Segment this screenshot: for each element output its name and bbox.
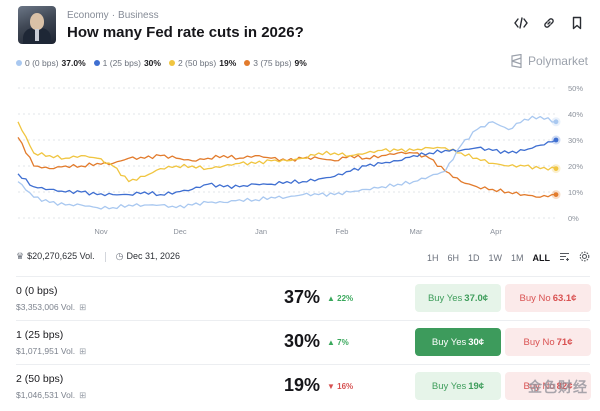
series-line-3 bbox=[17, 137, 556, 198]
legend-label: 2 (50 bps) bbox=[177, 58, 217, 68]
legend-value: 19% bbox=[219, 58, 237, 68]
y-tick-label: 20% bbox=[568, 162, 583, 171]
polymarket-icon bbox=[511, 54, 522, 68]
market-header: Economy · Business How many Fed rate cuts … bbox=[16, 6, 586, 46]
chart-end-markers bbox=[551, 117, 561, 200]
range-1w[interactable]: 1W bbox=[488, 252, 502, 263]
x-tick-label: Jan bbox=[255, 227, 267, 236]
outcome-volume: $3,353,006 Vol. bbox=[16, 302, 76, 312]
x-tick-label: Nov bbox=[94, 227, 108, 236]
divider bbox=[104, 251, 106, 262]
chart-series bbox=[17, 115, 557, 210]
legend-value: 30% bbox=[143, 58, 161, 68]
legend-label: 0 (0 bps) bbox=[25, 58, 59, 68]
legend-swatch bbox=[16, 60, 22, 66]
link-icon[interactable] bbox=[542, 16, 556, 30]
chart-legend: 0 (0 bps) 37.0% 1 (25 bps) 30% 2 (50 bps) 1… bbox=[16, 58, 307, 68]
legend-label: 3 (75 bps) bbox=[253, 58, 292, 68]
market-stats: ♛ $20,270,625 Vol. ◷ Dec 31, 2026 bbox=[16, 251, 180, 262]
series-end-point-3 bbox=[553, 192, 559, 197]
clock-icon: ◷ bbox=[115, 251, 124, 261]
price-history-chart: 0% 10% 20% 30% 40% 50% Nov Dec Jan Feb Mar Apr bbox=[17, 84, 583, 236]
series-line-0 bbox=[17, 115, 557, 210]
series-line-1 bbox=[17, 139, 557, 197]
brand-name: Polymarket bbox=[527, 54, 588, 68]
legend-swatch bbox=[93, 60, 100, 66]
outcome-volume: $1,071,951 Vol. bbox=[16, 346, 76, 356]
outcome-name: 2 (50 bps) bbox=[16, 373, 64, 385]
breadcrumb-economy[interactable]: Economy bbox=[67, 10, 109, 21]
y-tick-label: 30% bbox=[568, 136, 583, 145]
buy-no-button[interactable]: Buy No 63.1¢ bbox=[505, 284, 591, 312]
legend-value: 37.0% bbox=[61, 58, 86, 68]
probability-change: ▲ 7% bbox=[327, 338, 349, 347]
buy-no-button[interactable]: Buy No 82¢ bbox=[505, 372, 591, 400]
breadcrumb-business[interactable]: Business bbox=[118, 10, 159, 21]
outcome-probability: 30% bbox=[284, 331, 321, 351]
buy-yes-button[interactable]: Buy Yes 30¢ bbox=[415, 328, 501, 356]
range-6h[interactable]: 6H bbox=[447, 252, 459, 263]
breadcrumb: Economy · Business bbox=[67, 10, 159, 21]
outcome-row[interactable]: 0 (0 bps) $3,353,006 Vol. ⊞ 37% ▲ 22% Buy… bbox=[16, 276, 591, 320]
series-end-point-0 bbox=[553, 119, 559, 125]
legend-swatch bbox=[244, 60, 251, 66]
time-range-selector: 1H 6H 1D 1W 1M ALL bbox=[427, 251, 590, 264]
buy-no-button[interactable]: Buy No 71¢ bbox=[505, 328, 591, 356]
page-title: How many Fed rate cuts in 2026? bbox=[67, 24, 304, 41]
x-tick-label: Feb bbox=[336, 227, 349, 236]
x-tick-label: Apr bbox=[490, 227, 502, 236]
outcome-volume: $1,046,531 Vol. bbox=[16, 390, 76, 400]
outcome-row[interactable]: 1 (25 bps) $1,071,951 Vol. ⊞ 30% ▲ 7% Buy… bbox=[16, 320, 591, 364]
buy-yes-button[interactable]: Buy Yes 37.0¢ bbox=[415, 284, 501, 312]
chart-grid bbox=[18, 87, 556, 219]
bookmark-icon[interactable] bbox=[570, 16, 584, 30]
gift-icon: ⊞ bbox=[79, 346, 87, 356]
settings-gear-icon[interactable] bbox=[579, 251, 590, 264]
range-1m[interactable]: 1M bbox=[510, 252, 524, 263]
probability-change: ▲ 22% bbox=[327, 294, 354, 303]
polymarket-logo: Polymarket bbox=[510, 54, 588, 68]
range-all[interactable]: ALL bbox=[532, 252, 551, 263]
legend-item-2: 2 (50 bps) 19% bbox=[168, 58, 237, 68]
outcome-probability: 37% bbox=[284, 287, 321, 307]
legend-item-1: 1 (25 bps) 30% bbox=[93, 58, 161, 68]
probability-change: ▼ 16% bbox=[327, 382, 354, 391]
watermark: 金色财经 bbox=[528, 379, 588, 395]
y-tick-label: 0% bbox=[568, 214, 579, 223]
y-tick-label: 40% bbox=[568, 110, 583, 119]
y-tick-label: 50% bbox=[568, 84, 583, 93]
outcome-probability: 19% bbox=[284, 375, 321, 395]
total-volume: $20,270,625 Vol. bbox=[27, 251, 95, 261]
x-tick-label: Dec bbox=[173, 227, 187, 236]
legend-value: 9% bbox=[294, 58, 307, 68]
trophy-icon: ♛ bbox=[16, 251, 25, 261]
series-end-point-1 bbox=[553, 137, 559, 143]
series-line-2 bbox=[17, 121, 557, 183]
filter-icon[interactable] bbox=[559, 251, 570, 264]
legend-item-3: 3 (75 bps) 9% bbox=[244, 58, 307, 68]
y-tick-label: 10% bbox=[568, 188, 583, 197]
legend-swatch bbox=[168, 60, 175, 66]
outcome-row[interactable]: 2 (50 bps) $1,046,531 Vol. ⊞ 19% ▼ 16% Bu… bbox=[16, 364, 591, 408]
x-axis-labels: Nov Dec Jan Feb Mar Apr bbox=[94, 227, 502, 236]
end-date: Dec 31, 2026 bbox=[126, 251, 181, 261]
gift-icon: ⊞ bbox=[79, 390, 87, 400]
range-1d[interactable]: 1D bbox=[467, 252, 480, 263]
market-thumbnail bbox=[18, 6, 56, 44]
legend-label: 1 (25 bps) bbox=[102, 58, 141, 68]
y-axis-labels: 0% 10% 20% 30% 40% 50% bbox=[568, 84, 583, 223]
x-tick-label: Mar bbox=[410, 227, 423, 236]
embed-icon[interactable] bbox=[514, 16, 528, 30]
legend-item-0: 0 (0 bps) 37.0% bbox=[16, 58, 86, 68]
buy-yes-button[interactable]: Buy Yes 19¢ bbox=[415, 372, 501, 400]
outcome-name: 1 (25 bps) bbox=[16, 329, 64, 341]
series-end-point-2 bbox=[553, 166, 559, 171]
gift-icon: ⊞ bbox=[79, 302, 87, 312]
outcome-name: 0 (0 bps) bbox=[16, 285, 58, 297]
range-1h[interactable]: 1H bbox=[426, 252, 439, 263]
